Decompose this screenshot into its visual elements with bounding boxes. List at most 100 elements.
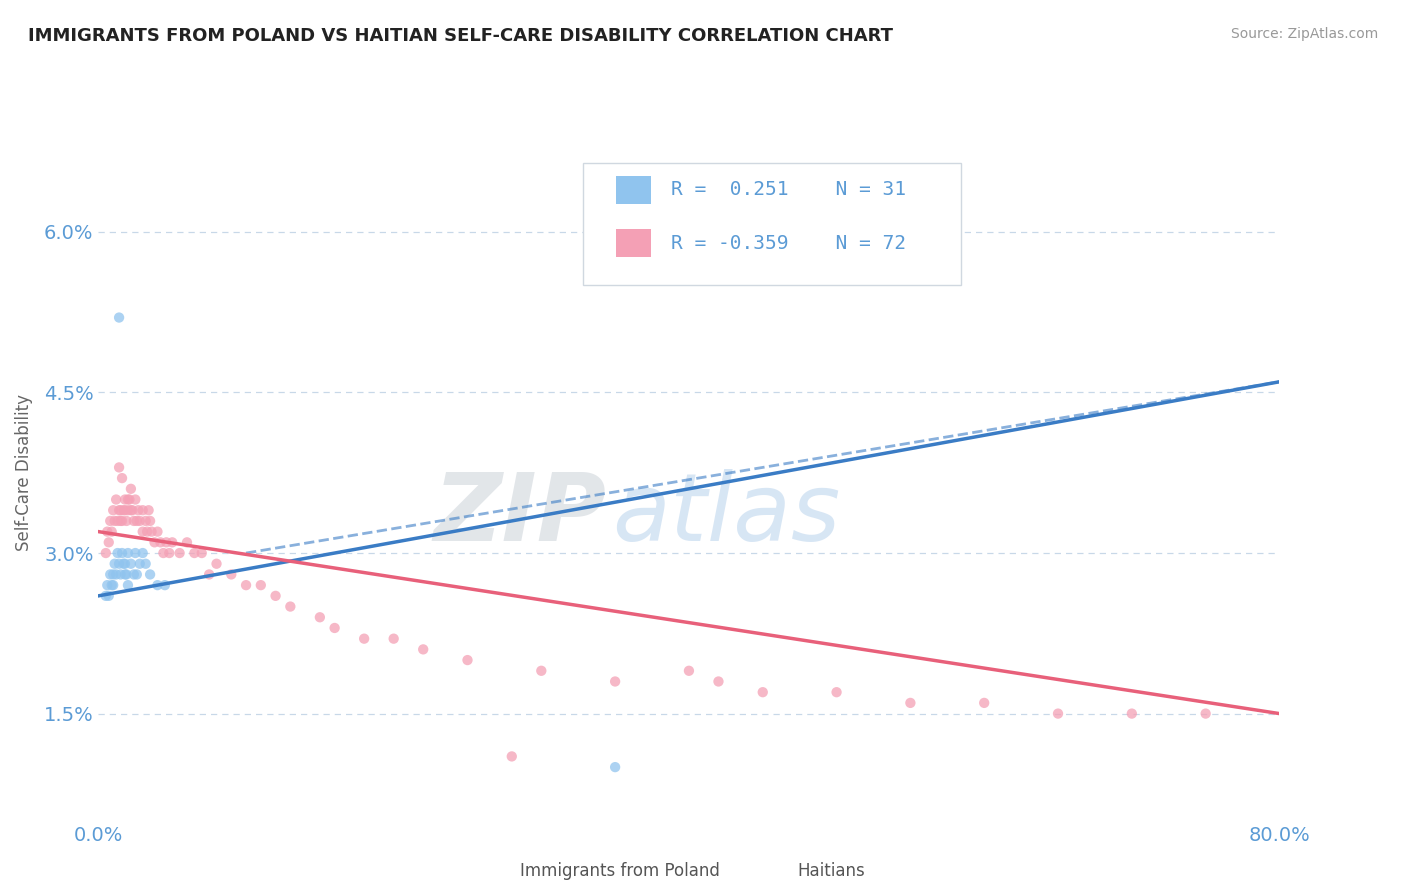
Point xyxy=(323,621,346,635)
Point xyxy=(111,471,134,485)
Point xyxy=(104,514,127,528)
Text: IMMIGRANTS FROM POLAND VS HAITIAN SELF-CARE DISABILITY CORRELATION CHART: IMMIGRANTS FROM POLAND VS HAITIAN SELF-C… xyxy=(28,27,893,45)
Bar xyxy=(766,863,789,880)
Point xyxy=(112,503,135,517)
Point xyxy=(456,653,478,667)
Point xyxy=(141,524,163,539)
Point xyxy=(155,535,177,549)
Point xyxy=(169,546,191,560)
Point xyxy=(264,589,287,603)
Point xyxy=(114,567,136,582)
Point xyxy=(114,503,136,517)
Point xyxy=(139,514,162,528)
FancyBboxPatch shape xyxy=(582,163,960,285)
Point xyxy=(100,578,122,592)
Point xyxy=(135,557,157,571)
Point xyxy=(124,492,146,507)
Bar xyxy=(616,229,651,257)
Point xyxy=(143,535,166,549)
Point xyxy=(103,567,125,582)
Point xyxy=(96,524,118,539)
Point xyxy=(139,567,162,582)
Point xyxy=(94,546,117,560)
Point xyxy=(114,492,136,507)
Text: R = -0.359    N = 72: R = -0.359 N = 72 xyxy=(671,234,907,252)
Point xyxy=(120,503,142,517)
Point xyxy=(1121,706,1143,721)
Point xyxy=(412,642,434,657)
Point xyxy=(235,578,257,592)
Point xyxy=(127,503,149,517)
Point xyxy=(97,535,120,549)
Point xyxy=(132,546,155,560)
Point xyxy=(115,514,138,528)
Point xyxy=(104,557,127,571)
Point xyxy=(125,514,148,528)
Point xyxy=(153,578,176,592)
Point xyxy=(108,557,131,571)
Point xyxy=(100,524,122,539)
Point xyxy=(115,567,138,582)
Point xyxy=(107,546,129,560)
Point xyxy=(98,514,121,528)
Point xyxy=(1195,706,1218,721)
Point xyxy=(94,589,117,603)
Point xyxy=(146,578,169,592)
Point xyxy=(707,674,730,689)
Point xyxy=(110,567,132,582)
Point xyxy=(105,492,128,507)
Point xyxy=(103,503,125,517)
Point xyxy=(117,578,139,592)
Bar xyxy=(488,863,512,880)
Point xyxy=(146,524,169,539)
Point xyxy=(501,749,523,764)
Text: R =  0.251    N = 31: R = 0.251 N = 31 xyxy=(671,180,907,199)
Point xyxy=(900,696,922,710)
Point xyxy=(825,685,848,699)
Point xyxy=(183,546,205,560)
Point xyxy=(353,632,375,646)
Point xyxy=(114,557,136,571)
Point xyxy=(121,503,143,517)
Point xyxy=(309,610,332,624)
Point xyxy=(107,514,129,528)
Point xyxy=(97,589,120,603)
Point xyxy=(124,546,146,560)
Text: Source: ZipAtlas.com: Source: ZipAtlas.com xyxy=(1230,27,1378,41)
Point xyxy=(118,492,141,507)
Point xyxy=(605,674,627,689)
Point xyxy=(219,567,242,582)
Point xyxy=(110,514,132,528)
Text: ZIP: ZIP xyxy=(433,468,606,560)
Bar xyxy=(616,176,651,203)
Point xyxy=(1046,706,1069,721)
Point xyxy=(108,460,131,475)
Point xyxy=(117,546,139,560)
Point xyxy=(122,514,145,528)
Point xyxy=(125,567,148,582)
Point xyxy=(198,567,221,582)
Point xyxy=(111,514,134,528)
Point xyxy=(122,567,145,582)
Point xyxy=(382,632,405,646)
Point xyxy=(205,557,228,571)
Point xyxy=(98,567,121,582)
Point xyxy=(278,599,302,614)
Point xyxy=(108,503,131,517)
Point xyxy=(103,578,125,592)
Point xyxy=(105,567,128,582)
Point xyxy=(128,557,150,571)
Point xyxy=(605,760,627,774)
Point xyxy=(973,696,995,710)
Point xyxy=(120,482,142,496)
Point xyxy=(120,557,142,571)
Point xyxy=(152,546,174,560)
Point xyxy=(138,503,160,517)
Point xyxy=(135,514,157,528)
Point xyxy=(132,503,155,517)
Text: Haitians: Haitians xyxy=(797,862,865,880)
Point xyxy=(250,578,273,592)
Point xyxy=(157,546,180,560)
Point xyxy=(111,546,134,560)
Point xyxy=(117,503,139,517)
